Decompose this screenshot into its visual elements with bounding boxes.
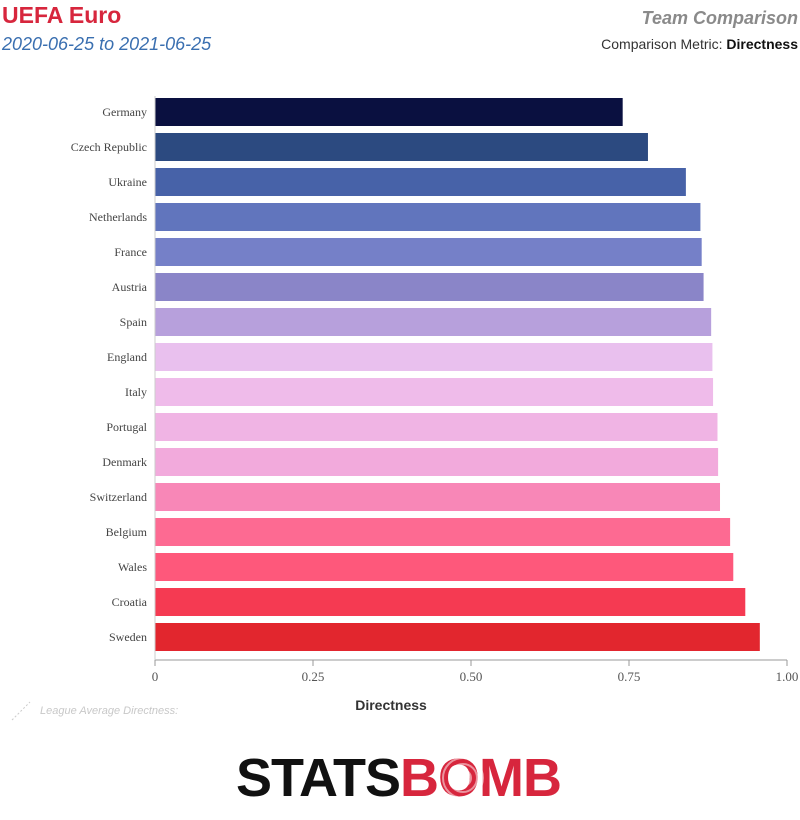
bar-germany (155, 98, 623, 126)
category-label: France (114, 245, 147, 259)
bar-ukraine (155, 168, 686, 196)
x-tick-label: 0.75 (618, 669, 641, 684)
bar-belgium (155, 518, 731, 546)
bar-england (155, 343, 713, 371)
category-label: Italy (125, 385, 147, 399)
bar-france (155, 238, 702, 266)
metric-value: Directness (726, 36, 798, 52)
target-rings-icon (442, 757, 484, 799)
bar-denmark (155, 448, 719, 476)
chart-title: UEFA Euro (2, 2, 122, 28)
category-label: Czech Republic (71, 140, 147, 154)
category-label: Wales (118, 560, 147, 574)
x-tick-label: 1.00 (776, 669, 799, 684)
bar-italy (155, 378, 714, 406)
category-label: Spain (120, 315, 147, 329)
league-average-line-icon (11, 701, 31, 721)
x-axis: 0 0.25 0.50 0.75 1.00 (152, 96, 799, 684)
bars-group (155, 98, 760, 651)
brand-left: STATS (236, 748, 400, 808)
category-label: Switzerland (90, 490, 147, 504)
league-average-note: League Average Directness: (40, 705, 179, 717)
bar-wales (155, 553, 734, 581)
bar-spain (155, 308, 712, 336)
bar-austria (155, 273, 704, 301)
category-label: Germany (102, 105, 147, 119)
statsbomb-logo: STATS BOMB (0, 740, 800, 815)
bar-switzerland (155, 483, 721, 511)
category-label: Ukraine (108, 175, 147, 189)
category-label: Austria (112, 280, 148, 294)
brand-right: BOMB (400, 748, 561, 808)
category-label: Croatia (112, 595, 148, 609)
bar-netherlands (155, 203, 701, 231)
category-label: Netherlands (89, 210, 147, 224)
bar-czech-republic (155, 133, 648, 161)
category-label: Belgium (106, 525, 148, 539)
category-label: Denmark (102, 455, 147, 469)
x-tick-label: 0.50 (460, 669, 483, 684)
x-tick-label: 0 (152, 669, 159, 684)
category-label: Portugal (106, 420, 147, 434)
bar-croatia (155, 588, 746, 616)
bar-sweden (155, 623, 760, 651)
x-axis-title: Directness (355, 697, 427, 710)
category-label: Sweden (109, 630, 147, 644)
comparison-metric: Comparison Metric: Directness (601, 36, 798, 52)
metric-label: Comparison Metric: (601, 36, 723, 52)
statsbomb-logo-graphic: STATS BOMB (236, 748, 562, 808)
bar-portugal (155, 413, 718, 441)
view-title: Team Comparison (641, 8, 798, 28)
category-labels: Germany Czech Republic Ukraine Netherlands F… (71, 105, 148, 644)
x-tick-label: 0.25 (302, 669, 325, 684)
date-range: 2020-06-25 to 2021-06-25 (2, 34, 212, 54)
category-label: England (107, 350, 147, 364)
bar-chart: Germany Czech Republic Ukraine Netherlands F… (71, 96, 799, 710)
